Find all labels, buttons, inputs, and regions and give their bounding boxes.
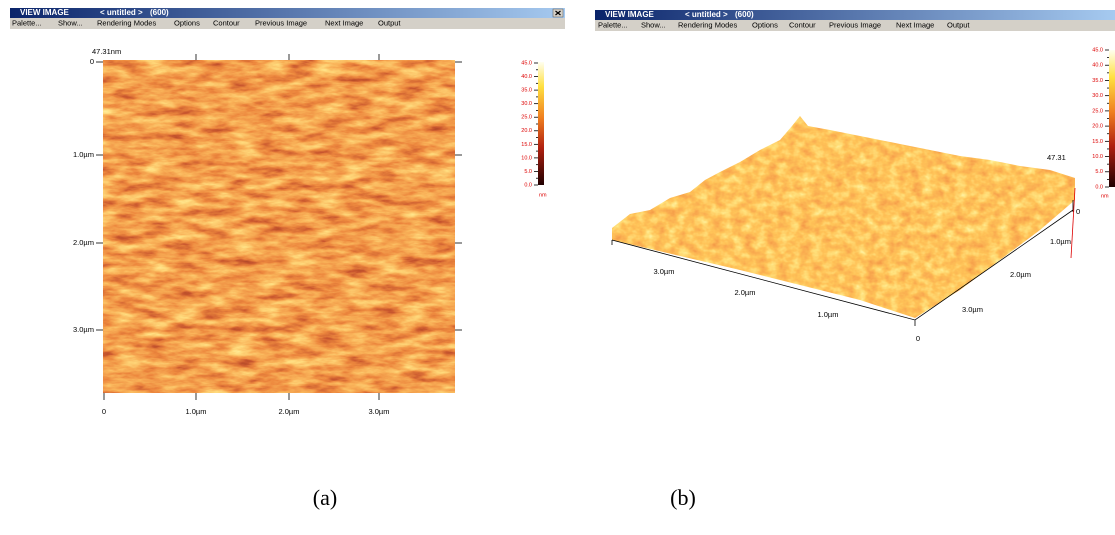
menu-item[interactable]: Show...	[641, 20, 666, 29]
colorbar-unit: nm	[539, 192, 547, 198]
y-axis-label: 3.0µm	[73, 325, 94, 334]
y-axis-label: 2.0µm	[73, 238, 94, 247]
close-icon	[555, 10, 561, 16]
menu-item[interactable]: Next Image	[325, 18, 363, 27]
x-axis-label: 2.0µm	[279, 407, 300, 416]
window-file: < untitled >	[685, 10, 728, 19]
front-axis-label: 0	[916, 334, 920, 343]
right-axis-label: 1.0µm	[1050, 237, 1071, 246]
height-axis	[1070, 187, 1076, 259]
colorbar-label: 10.0	[521, 155, 532, 161]
colorbar-label: 20.0	[1092, 124, 1103, 130]
colorbar-label: 5.0	[524, 169, 532, 175]
window-file: < untitled >	[100, 8, 143, 17]
window-title: VIEW IMAGE	[20, 8, 70, 17]
menu-item[interactable]: Rendering Modes	[97, 18, 156, 27]
menu-item[interactable]: Contour	[213, 18, 240, 27]
surface-texture	[612, 116, 1075, 318]
x-axis-label: 1.0µm	[186, 407, 207, 416]
caption: (a)	[313, 485, 337, 510]
colorbar-label: 20.0	[521, 128, 532, 134]
front-axis-label: 2.0µm	[735, 288, 756, 297]
front-axis-label: 3.0µm	[654, 267, 675, 276]
y-axis-label: 0	[90, 57, 94, 66]
colorbar-label: 25.0	[1092, 108, 1103, 114]
colorbar-label: 0.0	[1095, 184, 1103, 190]
max-height-label: 47.31nm	[92, 47, 121, 56]
colorbar-label: 10.0	[1092, 154, 1103, 160]
menu-item[interactable]: Rendering Modes	[678, 20, 737, 29]
window-id: (600)	[735, 10, 754, 19]
right-axis-label: 2.0µm	[1010, 270, 1031, 279]
caption: (b)	[670, 485, 696, 510]
x-axis-label: 0	[102, 407, 106, 416]
colorbar-label: 35.0	[1092, 78, 1103, 84]
menu-bar	[10, 18, 565, 29]
menu-item[interactable]: Previous Image	[255, 18, 307, 27]
colorbar-label: 25.0	[521, 115, 532, 121]
menu-item[interactable]: Output	[378, 18, 401, 27]
y-axis-label: 1.0µm	[73, 150, 94, 159]
colorbar-label: 0.0	[524, 182, 532, 188]
menu-item[interactable]: Output	[947, 20, 970, 29]
colorbar-label: 30.0	[1092, 93, 1103, 99]
x-axis-label: 3.0µm	[369, 407, 390, 416]
title-bar	[595, 10, 1115, 20]
colorbar-label: 40.0	[1092, 63, 1103, 69]
colorbar-label: 40.0	[521, 74, 532, 80]
title-bar	[10, 8, 565, 18]
afm-surface	[612, 116, 1075, 318]
menu-item[interactable]: Options	[752, 20, 778, 29]
menu-item[interactable]: Palette...	[12, 18, 42, 27]
colorbar-label: 5.0	[1095, 169, 1103, 175]
menu-item[interactable]: Contour	[789, 20, 816, 29]
menu-item[interactable]: Palette...	[598, 20, 628, 29]
menu-item[interactable]: Options	[174, 18, 200, 27]
right-axis-label: 0	[1076, 207, 1080, 216]
menu-item[interactable]: Show...	[58, 18, 83, 27]
front-axis-label: 1.0µm	[818, 310, 839, 319]
colorbar-label: 45.0	[1092, 47, 1103, 53]
afm-image	[103, 60, 455, 393]
colorbar-label: 35.0	[521, 88, 532, 94]
colorbar-label: 30.0	[521, 101, 532, 107]
colorbar	[1109, 50, 1115, 187]
right-axis-label: 3.0µm	[962, 305, 983, 314]
colorbar-label: 15.0	[1092, 139, 1103, 145]
menu-item[interactable]: Next Image	[896, 20, 934, 29]
colorbar-unit: nm	[1101, 193, 1109, 199]
window-id: (600)	[150, 8, 169, 17]
menu-item[interactable]: Previous Image	[829, 20, 881, 29]
colorbar	[538, 62, 544, 185]
window-title: VIEW IMAGE	[605, 10, 655, 19]
max-height-label: 47.31	[1047, 153, 1066, 162]
colorbar-label: 45.0	[521, 60, 532, 66]
base-frame	[611, 200, 1074, 326]
colorbar-label: 15.0	[521, 142, 532, 148]
menu-bar	[595, 20, 1115, 31]
